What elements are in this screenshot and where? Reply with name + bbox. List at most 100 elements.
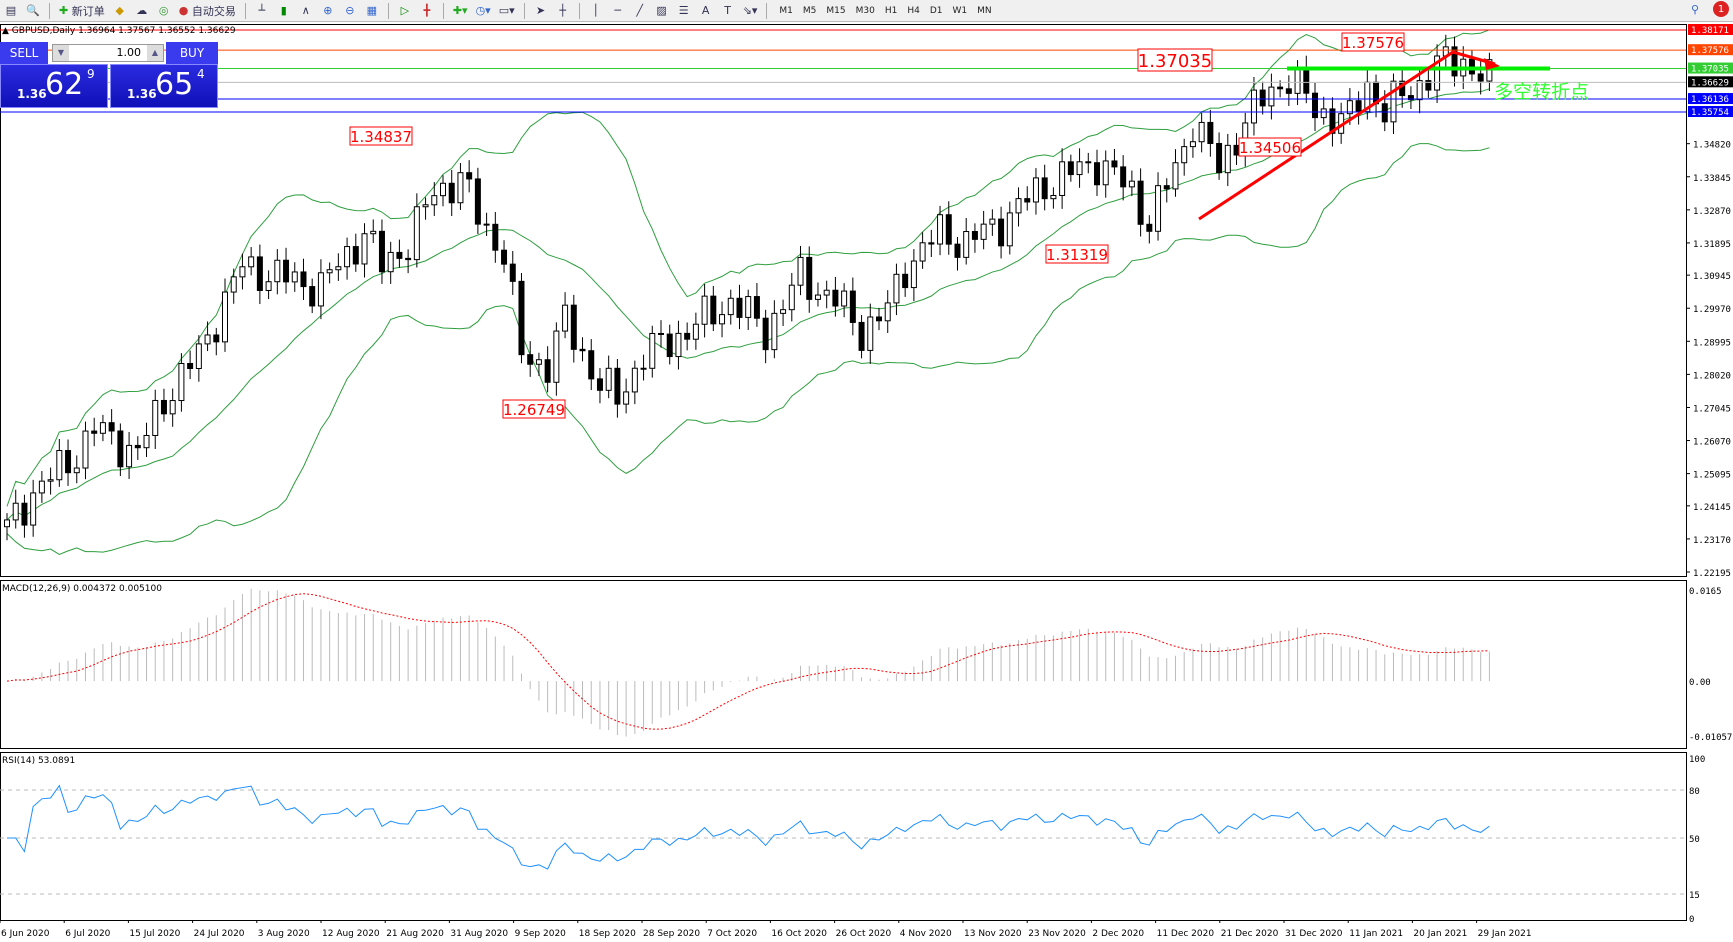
- timeframe-m5[interactable]: M5: [802, 5, 817, 16]
- timeframe-m1[interactable]: M1: [779, 5, 793, 16]
- price-annotation-box: [1045, 244, 1109, 264]
- date-axis-label: 6 Jun 2020: [1, 929, 50, 939]
- trendline-icon[interactable]: ╱: [636, 4, 643, 17]
- chart-icon[interactable]: ▤: [5, 4, 17, 17]
- candle: [684, 332, 691, 340]
- candle: [823, 289, 830, 296]
- candle: [1111, 160, 1118, 168]
- candle: [1102, 160, 1109, 186]
- timeframe-d1[interactable]: D1: [929, 5, 943, 16]
- cursor-icon[interactable]: ➤: [536, 4, 546, 17]
- candle: [99, 422, 106, 434]
- divider: [766, 2, 768, 19]
- arrows-icon[interactable]: ⇘▾: [742, 4, 758, 17]
- zoom-search-icon[interactable]: 🔍: [26, 4, 40, 17]
- bollinger-upper: [6, 29, 1490, 507]
- date-axis-label: 7 Oct 2020: [707, 929, 757, 939]
- candle: [1137, 180, 1144, 225]
- text-label-icon[interactable]: T: [724, 4, 731, 17]
- timeframe-h4[interactable]: H4: [907, 5, 920, 16]
- lot-decrease-button[interactable]: ▼: [53, 45, 69, 61]
- candle: [666, 333, 673, 358]
- signals-icon[interactable]: ◎: [158, 4, 169, 17]
- price-axis-label: 1.29970: [1693, 305, 1731, 315]
- community-icon[interactable]: ☁: [136, 4, 148, 17]
- vertical-line-icon[interactable]: │: [592, 4, 599, 17]
- crosshair-icon[interactable]: ┼: [559, 4, 566, 17]
- sell-price-pips: 62: [45, 67, 84, 102]
- rsi-axis-label: 50: [1689, 835, 1700, 845]
- candle: [1381, 103, 1388, 123]
- price-axis-label: 1.32870: [1693, 207, 1731, 217]
- templates-icon[interactable]: ▭▾: [498, 4, 515, 17]
- date-axis-label: 2 Dec 2020: [1092, 929, 1144, 939]
- auto-trading-button[interactable]: ● 自动交易: [177, 2, 238, 20]
- date-axis-label: 4 Nov 2020: [900, 929, 952, 939]
- chart-shift-icon[interactable]: ╋: [423, 4, 431, 17]
- candle: [274, 259, 281, 283]
- search-icon[interactable]: ⚲: [1690, 2, 1699, 16]
- auto-trading-icon: ●: [178, 4, 189, 17]
- sell-button[interactable]: SELL: [0, 42, 48, 64]
- candle: [719, 314, 726, 325]
- candle: [1416, 80, 1423, 101]
- timeframe-w1[interactable]: W1: [952, 5, 968, 16]
- candle: [562, 304, 569, 332]
- timeframe-m30[interactable]: M30: [855, 5, 875, 16]
- channel-icon[interactable]: ▨: [656, 4, 667, 17]
- candle: [195, 343, 202, 369]
- candlestick-icon[interactable]: ▮: [280, 4, 287, 17]
- macd-axis-label: 0.0165: [1689, 587, 1722, 597]
- arrow-head-icon: [1484, 58, 1500, 70]
- candle: [753, 296, 760, 319]
- candle: [483, 223, 490, 226]
- date-axis-label: 9 Sep 2020: [515, 929, 567, 939]
- horizontal-line-icon[interactable]: ─: [614, 4, 621, 17]
- candle: [12, 502, 19, 521]
- notification-badge[interactable]: 1: [1713, 1, 1729, 17]
- zoom-out-icon[interactable]: ⊖: [345, 4, 355, 17]
- candle: [989, 218, 996, 225]
- new-order-button[interactable]: ✚ 新订单: [57, 2, 107, 20]
- buy-price[interactable]: 1.36 65 4: [110, 64, 218, 108]
- lot-increase-button[interactable]: ▲: [147, 45, 163, 61]
- indicators-icon[interactable]: ✚▾: [452, 4, 468, 17]
- candle: [553, 330, 560, 383]
- periods-clock-icon[interactable]: ◷▾: [475, 4, 491, 17]
- turning-point-label: 多空转折点: [1494, 81, 1589, 103]
- price-level-label: 1.37035: [1691, 65, 1729, 75]
- timeframe-m15[interactable]: M15: [826, 5, 846, 16]
- fibonacci-icon[interactable]: ☰: [678, 4, 689, 17]
- sell-price[interactable]: 1.36 62 9: [0, 64, 108, 108]
- candle: [814, 294, 821, 300]
- candle: [640, 367, 647, 370]
- timeframe-h1[interactable]: H1: [884, 5, 898, 16]
- divider: [523, 2, 525, 19]
- new-order-label: 新订单: [71, 4, 105, 18]
- metaeditor-icon[interactable]: ◆: [115, 4, 124, 17]
- candle: [396, 251, 403, 259]
- rsi-pane: [0, 752, 1687, 921]
- main-pane: [0, 24, 1687, 577]
- auto-scroll-icon[interactable]: ▷: [400, 4, 410, 17]
- candle: [1329, 108, 1336, 134]
- candle: [1006, 212, 1013, 247]
- candle: [527, 354, 534, 365]
- price-axis-label: 1.27045: [1693, 404, 1731, 414]
- candle: [1224, 144, 1231, 174]
- price-axis-label: 1.22195: [1693, 569, 1731, 579]
- timeframe-mn[interactable]: MN: [977, 5, 992, 16]
- line-chart-icon[interactable]: ∧: [301, 4, 310, 17]
- bar-chart-icon[interactable]: ┴: [258, 4, 266, 17]
- candle: [422, 204, 429, 208]
- candle: [675, 332, 682, 358]
- buy-button[interactable]: BUY: [166, 42, 218, 64]
- candle: [1024, 198, 1031, 203]
- tile-windows-icon[interactable]: ▦: [366, 4, 378, 17]
- zoom-in-icon[interactable]: ⊕: [323, 4, 333, 17]
- rsi-axis-label: 15: [1689, 891, 1700, 901]
- text-icon[interactable]: A: [701, 4, 710, 17]
- candle: [222, 291, 228, 343]
- lot-size-input[interactable]: 1.00: [52, 44, 164, 62]
